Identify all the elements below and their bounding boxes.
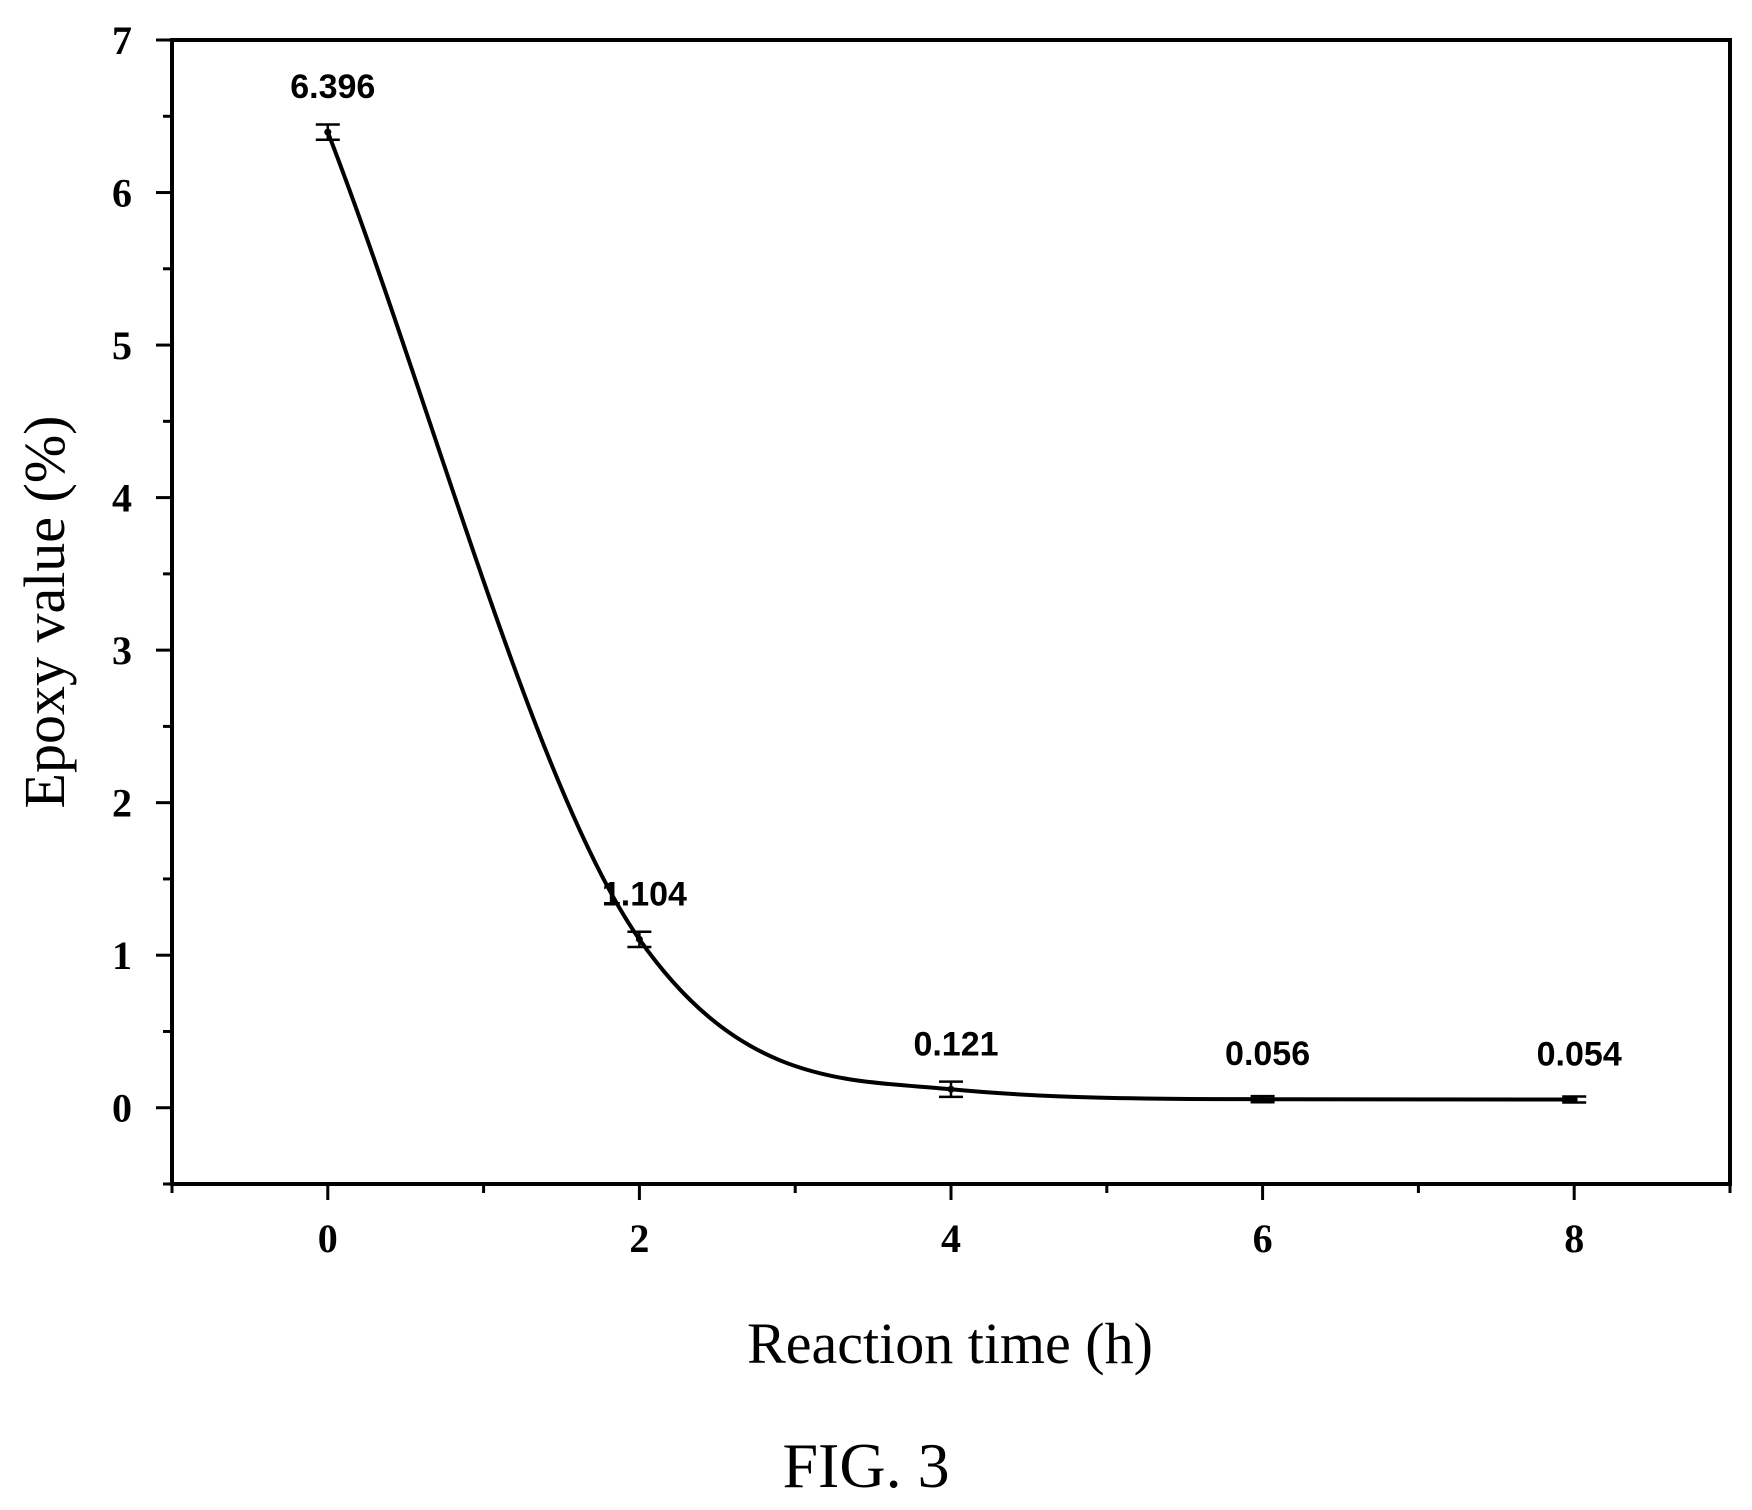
x-axis-title: Reaction time (h) [747, 1311, 1153, 1376]
data-point [324, 128, 332, 136]
plot-frame [170, 38, 1732, 1186]
data-points [324, 128, 1578, 1103]
y-tick-label: 6 [112, 171, 132, 216]
y-tick-label: 5 [112, 323, 132, 368]
x-tick-label: 2 [629, 1216, 649, 1261]
axis-ticks [156, 38, 1732, 1200]
data-labels: 6.396 1.104 0.121 0.056 0.054 [290, 68, 1622, 1073]
data-point [947, 1085, 955, 1093]
x-tick-label: 8 [1564, 1216, 1584, 1261]
data-label: 1.104 [602, 875, 687, 913]
data-label: 6.396 [290, 68, 375, 106]
data-label: 0.054 [1537, 1035, 1622, 1073]
data-label: 0.121 [913, 1025, 998, 1063]
y-tick-label: 3 [112, 628, 132, 673]
x-tick-label: 0 [318, 1216, 338, 1261]
y-tick-label: 7 [112, 18, 132, 63]
figure-caption: FIG. 3 [782, 1430, 949, 1501]
axis-tick-labels: 0 2 4 6 8 0 1 2 3 4 5 6 7 [112, 18, 1584, 1261]
data-point [635, 935, 643, 943]
error-bars [315, 123, 1587, 1104]
data-point [1570, 1095, 1578, 1103]
y-tick-label: 1 [112, 933, 132, 978]
y-tick-label: 4 [112, 476, 132, 521]
y-axis-title: Epoxy value (%) [12, 416, 77, 809]
data-label: 0.056 [1225, 1035, 1310, 1073]
x-tick-label: 6 [1253, 1216, 1273, 1261]
y-tick-label: 2 [112, 781, 132, 826]
fitted-curve [325, 131, 1575, 1102]
data-point [1259, 1095, 1267, 1103]
y-tick-label: 0 [112, 1086, 132, 1131]
x-tick-label: 4 [941, 1216, 961, 1261]
